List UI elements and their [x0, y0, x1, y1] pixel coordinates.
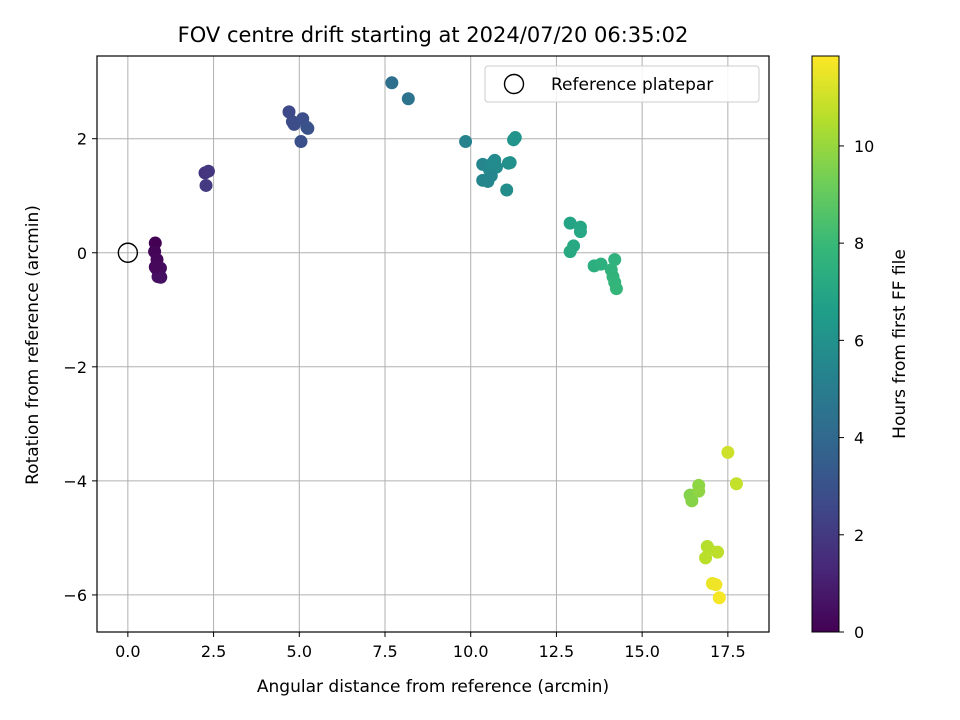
colorbar-tick-label: 6: [854, 331, 864, 350]
scatter-point: [709, 578, 723, 592]
x-axis-ticks: 0.0 2.5 5.0 7.5 10.0 12.5 15.0 17.5: [115, 632, 746, 661]
scatter-point: [154, 270, 168, 284]
scatter-point: [712, 591, 726, 605]
legend-entry-reference-platepar: Reference platepar: [551, 75, 713, 95]
colorbar-tick-label: 0: [854, 623, 864, 642]
y-tick-label: −6: [63, 586, 87, 605]
x-tick-label: 17.5: [710, 642, 746, 661]
scatter-point: [594, 257, 608, 271]
colorbar-ticks: 0 2 4 6 8 10: [839, 137, 874, 642]
scatter-point: [609, 282, 623, 296]
scatter-point: [573, 225, 587, 239]
colorbar-tick-label: 2: [854, 526, 864, 545]
scatter-point: [563, 216, 577, 230]
scatter-point: [294, 135, 308, 149]
scatter-point: [721, 445, 735, 459]
y-tick-label: −4: [63, 472, 87, 491]
data-points: [148, 76, 743, 605]
scatter-point: [481, 174, 495, 188]
x-tick-label: 2.5: [201, 642, 226, 661]
legend-reference-marker: [503, 73, 525, 95]
y-axis-label: Rotation from reference (arcmin): [23, 205, 43, 485]
colorbar-frame: [811, 55, 840, 633]
x-tick-label: 12.5: [539, 642, 575, 661]
legend: Reference platepar: [484, 65, 760, 103]
y-tick-label: 2: [77, 130, 87, 149]
scatter-point: [385, 76, 399, 90]
scatter-point: [459, 135, 473, 149]
y-tick-label: −2: [63, 358, 87, 377]
plot-frame: [96, 55, 770, 633]
x-axis-label: Angular distance from reference (arcmin): [257, 677, 609, 697]
x-tick-label: 0.0: [115, 642, 140, 661]
reference-platepar-marker: [117, 242, 139, 263]
scatter-point: [692, 484, 706, 498]
x-tick-label: 5.0: [287, 642, 312, 661]
scatter-point: [500, 183, 514, 197]
scatter-point: [563, 245, 577, 259]
scatter-point: [148, 260, 162, 274]
colorbar-tick-label: 10: [854, 137, 874, 156]
scatter-point: [685, 494, 699, 508]
scatter-point: [503, 156, 517, 170]
scatter-point: [401, 92, 415, 106]
y-axis-ticks: 2 0 −2 −4 −6: [63, 130, 97, 605]
scatter-point: [729, 477, 743, 491]
scatter-point: [608, 253, 622, 267]
scatter-point: [508, 131, 522, 145]
colorbar-tick-label: 4: [854, 429, 864, 448]
legend-box: [484, 65, 760, 103]
colorbar: [812, 56, 839, 632]
scatter-point: [301, 121, 315, 135]
colorbar-tick-label: 8: [854, 234, 864, 253]
reference-marker-group: [117, 242, 139, 263]
x-tick-label: 10.0: [453, 642, 489, 661]
chart-title: FOV centre drift starting at 2024/07/20 …: [178, 23, 689, 47]
scatter-point: [711, 545, 725, 559]
scatter-point: [699, 551, 713, 565]
x-tick-label: 7.5: [372, 642, 397, 661]
colorbar-label: Hours from first FF file: [890, 249, 910, 439]
y-tick-label: 0: [77, 244, 87, 263]
scatter-point: [201, 164, 215, 178]
grid-lines: [97, 56, 769, 632]
scatter-point: [199, 178, 213, 192]
x-tick-label: 15.0: [624, 642, 660, 661]
